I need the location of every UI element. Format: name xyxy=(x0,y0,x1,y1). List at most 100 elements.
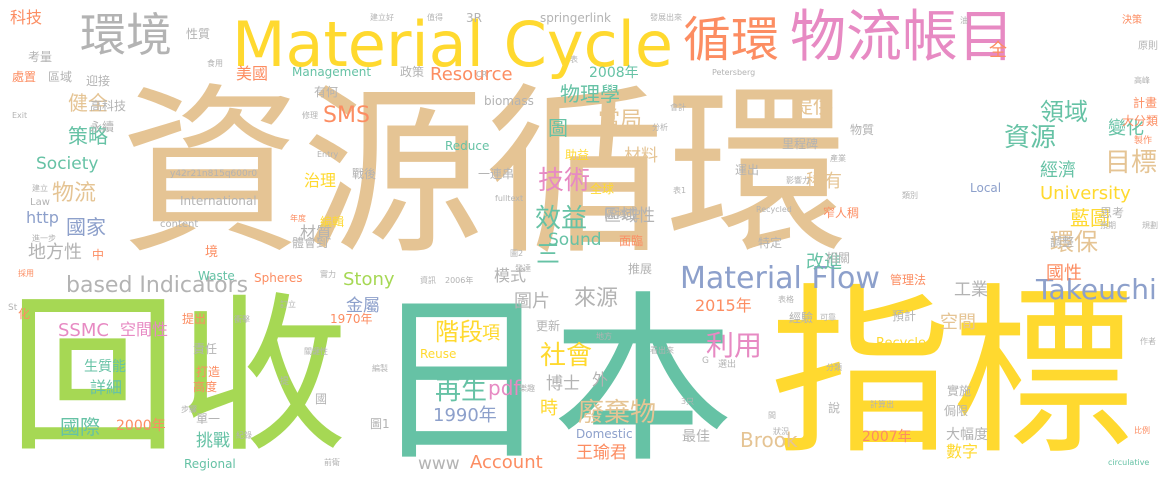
word-cloud-term: 工業 xyxy=(954,280,988,300)
word-cloud-term: 編輯 xyxy=(320,215,345,229)
word-cloud-term: 圖 xyxy=(548,116,568,140)
word-cloud-term: 編製 xyxy=(372,364,388,373)
word-cloud-term: 大幅度 xyxy=(946,427,988,443)
word-cloud-term: 國 xyxy=(315,392,328,406)
word-cloud-term: 效益 xyxy=(535,204,588,234)
word-cloud-term: circulative xyxy=(1108,458,1150,467)
word-cloud-term: 環境 xyxy=(80,8,172,62)
word-cloud-term: 物質 xyxy=(850,123,875,137)
word-cloud-term: 考量 xyxy=(28,50,53,64)
word-cloud-term: 博士 xyxy=(546,374,580,394)
word-cloud-term: 預計 xyxy=(892,309,917,323)
word-cloud-term: 進一步 xyxy=(32,234,56,243)
word-cloud-term: 戰後 xyxy=(352,167,377,181)
word-cloud-term: Entry xyxy=(317,150,339,159)
word-cloud-term: 作者 xyxy=(1140,337,1156,346)
word-cloud-term: Regional xyxy=(184,457,236,471)
word-cloud-term: 預期 xyxy=(1100,221,1116,230)
word-cloud-term: 助益 xyxy=(565,148,590,162)
word-cloud-term: 帳目 xyxy=(902,5,1014,70)
word-cloud-term: 提出 xyxy=(182,312,207,326)
word-cloud-term: 實施 xyxy=(947,384,972,398)
word-cloud-term: 步驟 xyxy=(181,405,197,414)
word-cloud-term: 資源循環 xyxy=(120,67,848,279)
word-cloud-term: 全球 xyxy=(590,182,615,196)
word-cloud-term: 變化 xyxy=(1108,118,1144,139)
word-cloud-term: 有何 xyxy=(314,85,339,99)
word-cloud-term: 前衛 xyxy=(324,458,340,467)
word-cloud-term: 比例 xyxy=(1134,426,1150,435)
word-cloud-term: 體會到 xyxy=(292,236,329,250)
word-cloud-term: 日本 xyxy=(370,275,734,482)
word-cloud-term: 3只 xyxy=(681,397,695,406)
word-cloud-term: 食用 xyxy=(207,59,223,68)
word-cloud-term: International xyxy=(180,194,257,208)
word-cloud-term: 分類 xyxy=(826,363,842,372)
word-cloud-term: Account xyxy=(470,452,543,473)
word-cloud-term: content xyxy=(160,219,199,230)
word-cloud-term: 高科技 xyxy=(90,99,127,113)
word-cloud-term: 模式 xyxy=(494,266,527,285)
word-cloud-term: 圖2 xyxy=(510,249,524,258)
word-cloud-term: 資訊 xyxy=(420,276,436,285)
word-cloud-term: 訂立 xyxy=(280,300,296,309)
word-cloud-term: 侷限 xyxy=(944,404,969,418)
word-cloud-term: 階段 xyxy=(435,318,483,346)
word-cloud-term: 樂趣 xyxy=(519,384,535,393)
word-cloud-term: 2000年 xyxy=(116,418,166,434)
word-cloud-term: 循環 xyxy=(683,12,780,68)
word-cloud-term: 資源 xyxy=(1004,123,1057,153)
word-cloud-term: 會計 xyxy=(670,103,686,112)
word-cloud-term: 最佳 xyxy=(682,429,710,445)
word-cloud-term: 狀況 xyxy=(773,427,789,436)
word-cloud-term: 空間性 xyxy=(120,320,169,339)
word-cloud-term: 1970年 xyxy=(330,312,373,326)
word-cloud-term: 2015年 xyxy=(695,296,752,315)
word-cloud-term: SMS xyxy=(323,103,370,128)
word-cloud-term: Society xyxy=(36,154,99,174)
word-cloud-term: Stony xyxy=(343,269,395,290)
word-cloud-term: 金屬 xyxy=(346,296,380,316)
word-cloud-term: 製作 xyxy=(1134,136,1153,146)
word-cloud-term: 圖1 xyxy=(370,417,390,431)
word-cloud-term: 產業 xyxy=(830,154,846,163)
word-cloud-term: Material Cycle xyxy=(232,8,674,81)
word-cloud-term: Local xyxy=(970,181,1002,195)
word-cloud-term: 空間 xyxy=(940,312,976,333)
word-cloud-term: 物流 xyxy=(52,181,97,206)
word-cloud-term: 發達 xyxy=(515,264,531,273)
word-cloud-term: 王瑜君 xyxy=(576,443,627,463)
word-cloud-term: 間 xyxy=(768,411,776,420)
word-cloud-term: 思考 xyxy=(1100,206,1125,220)
word-cloud-term: 地方性 xyxy=(28,242,82,263)
word-cloud-term: 中 xyxy=(92,248,105,262)
word-cloud-term: 健全 xyxy=(68,91,108,115)
word-cloud-term: based Indicators xyxy=(66,273,249,298)
word-cloud-term: 詳細 xyxy=(90,378,123,397)
word-cloud-term: 決策 xyxy=(1122,15,1142,26)
word-cloud-term: biomass xyxy=(484,94,534,108)
word-cloud-term: Recycle xyxy=(876,336,927,351)
word-cloud-term: 計算出 xyxy=(870,400,894,409)
word-cloud-term: 國家 xyxy=(66,215,106,239)
word-cloud-term: 選出 xyxy=(718,360,737,370)
word-cloud-term: CR xyxy=(476,70,488,79)
word-cloud-term: Exit xyxy=(12,111,28,120)
word-cloud-term: 1990年 xyxy=(433,405,497,426)
word-cloud-term: 國際 xyxy=(60,415,100,439)
word-cloud-term: 單一 xyxy=(196,412,221,426)
word-cloud-term: 2008年 xyxy=(589,65,639,81)
word-cloud-term: 數字 xyxy=(946,442,979,461)
word-cloud-term: 材質 xyxy=(300,223,333,242)
word-cloud-term: 里程碑 xyxy=(782,137,819,151)
word-cloud-term: 回收 xyxy=(8,278,349,476)
word-cloud-term: 地方 xyxy=(596,332,612,341)
word-cloud-term: 更新 xyxy=(536,319,561,333)
word-cloud-term: 稀有 xyxy=(806,171,842,192)
word-cloud-term: 科技 xyxy=(10,8,43,27)
word-cloud-term: 調整 xyxy=(1050,235,1075,249)
word-cloud-term: Material Flow xyxy=(680,261,880,296)
word-cloud-term: 年度 xyxy=(290,214,306,223)
word-cloud-term: 性質 xyxy=(186,27,211,41)
word-cloud-term: 高峰 xyxy=(1134,76,1150,85)
